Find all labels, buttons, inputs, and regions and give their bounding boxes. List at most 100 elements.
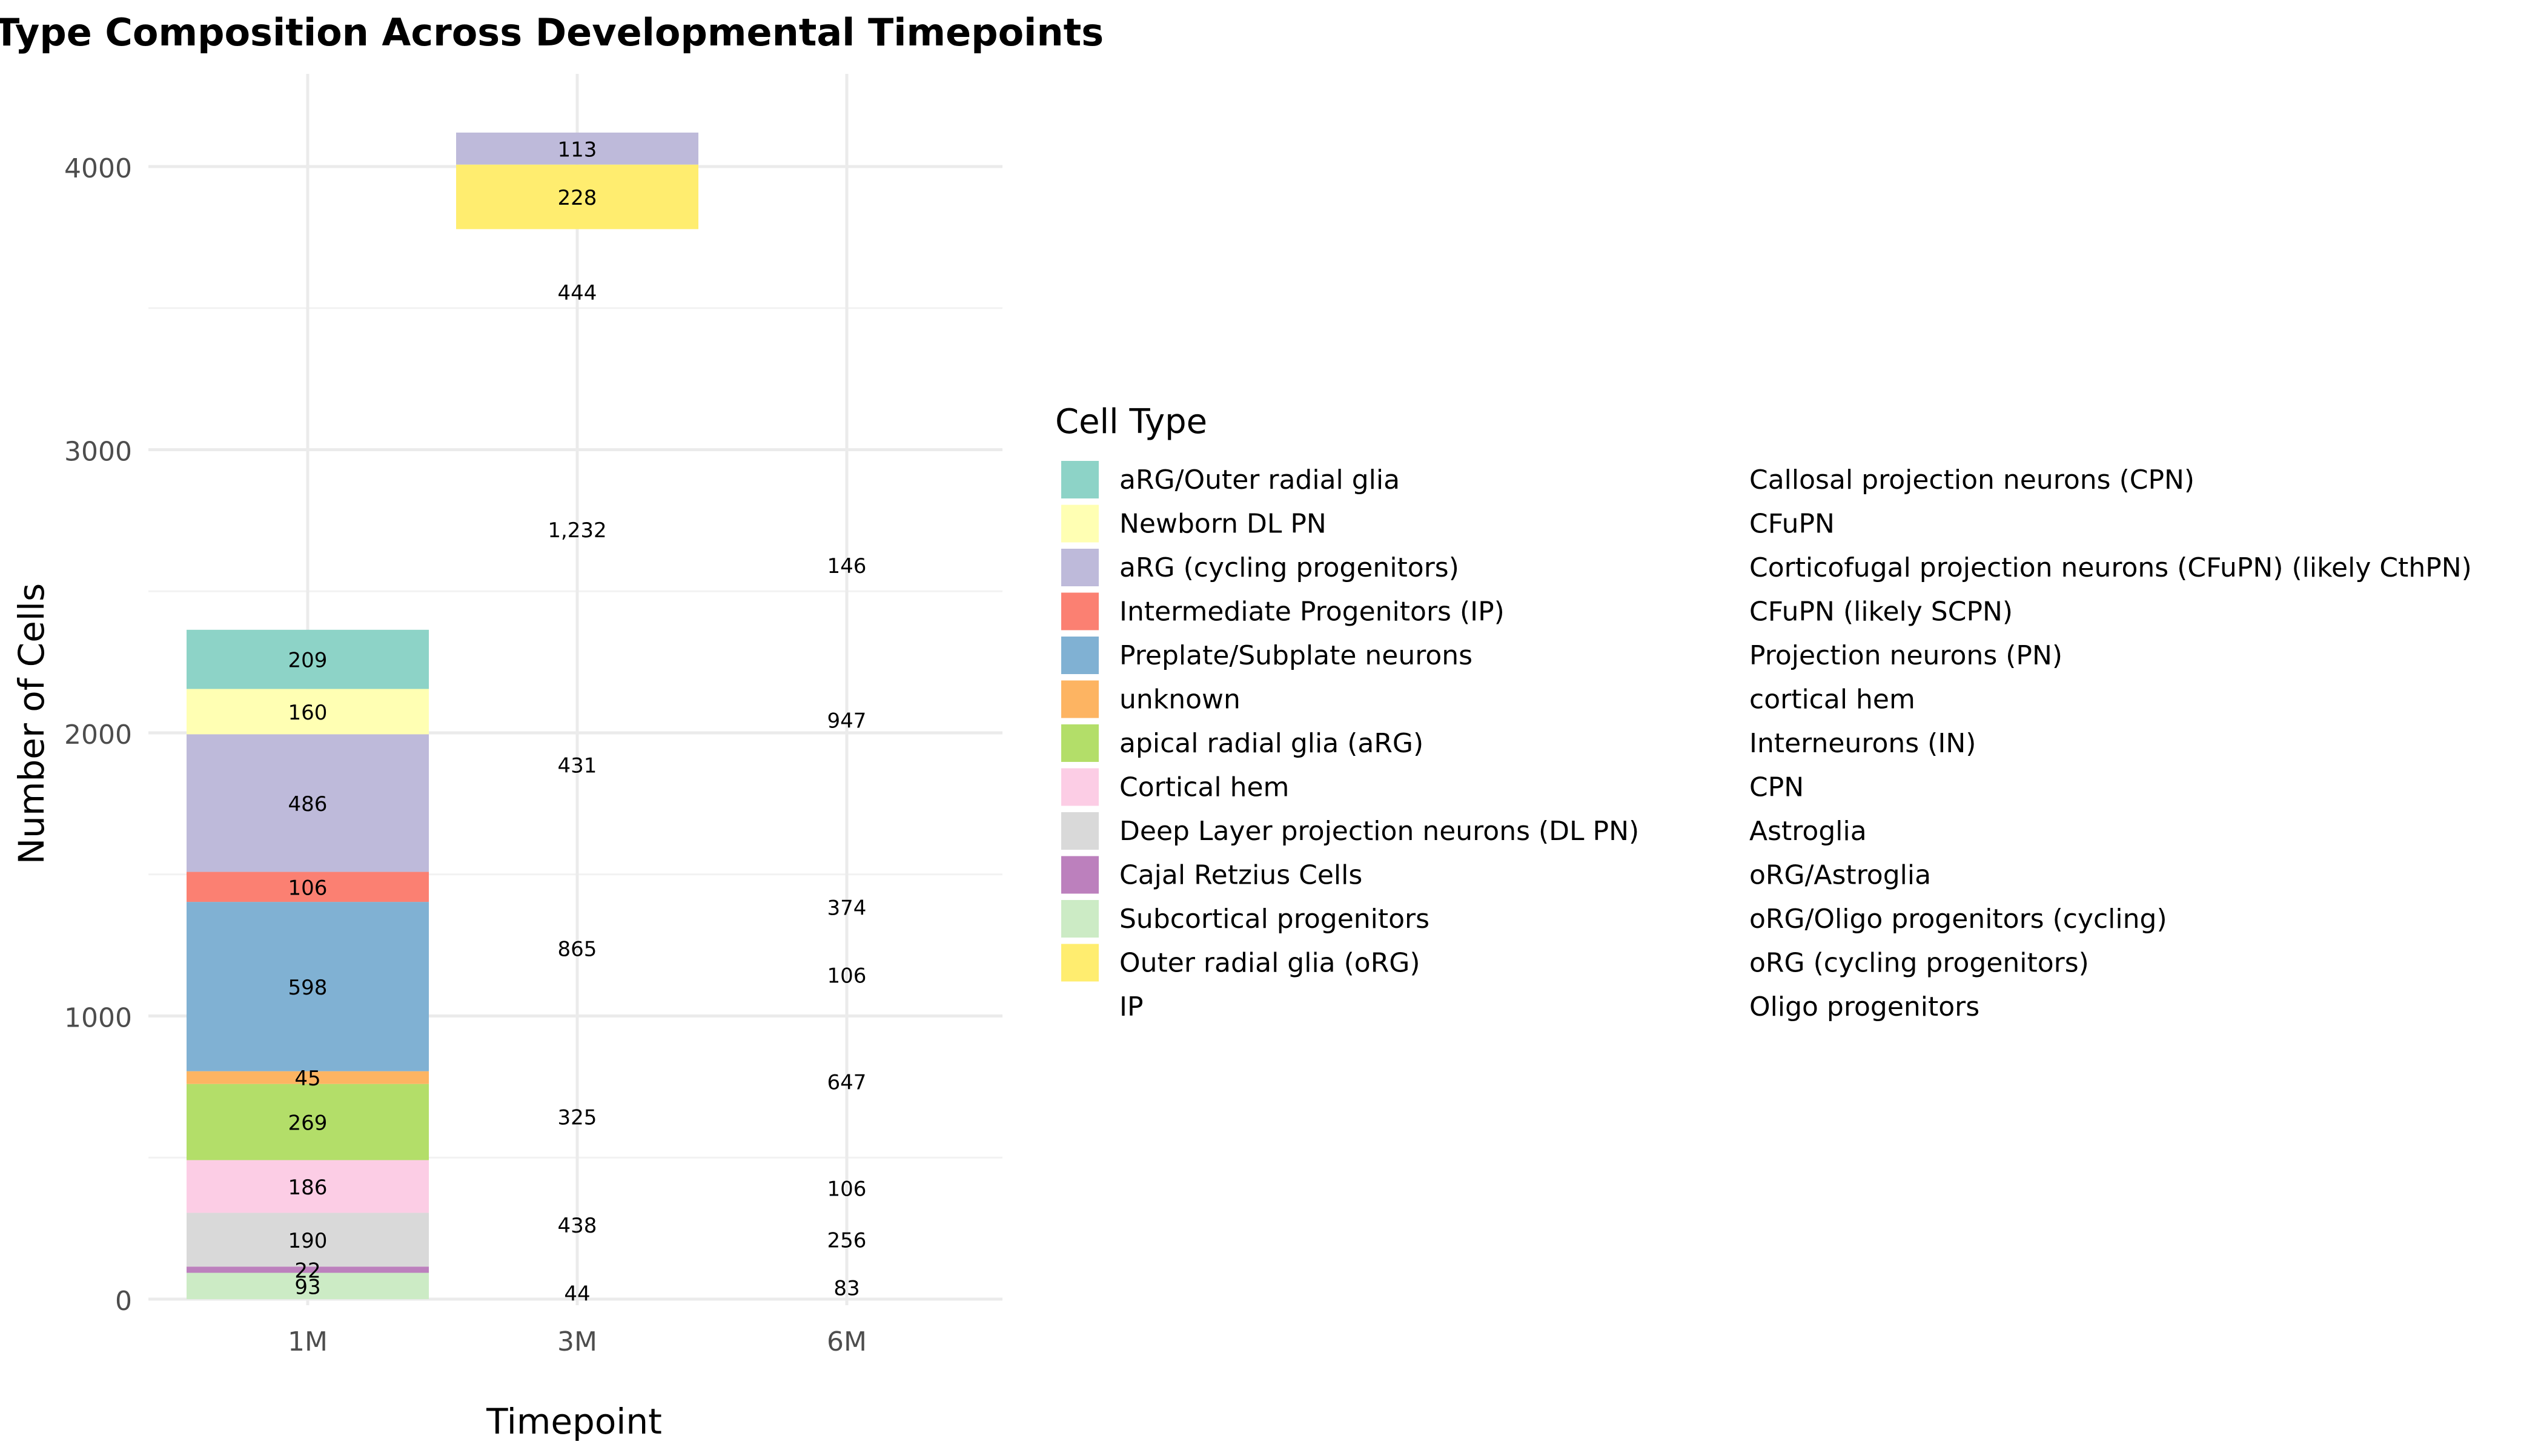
- legend-swatch: [1061, 680, 1099, 718]
- bar-value-label: 44: [564, 1282, 590, 1306]
- legend-swatch: [1061, 812, 1099, 850]
- x-tick-label: 3M: [557, 1326, 597, 1357]
- chart-title: Type Composition Across Developmental Ti…: [0, 10, 1104, 55]
- bar-stacks: [187, 132, 698, 1299]
- legend-item-label: aRG (cycling progenitors): [1119, 552, 1459, 583]
- legend-item-label: IP: [1119, 991, 1144, 1022]
- legend-item-label: oRG/Astroglia: [1749, 860, 1931, 891]
- legend-item-label: Corticofugal projection neurons (CFuPN) …: [1749, 552, 2472, 583]
- bar-stack-3M: [456, 132, 698, 230]
- bar-value-label: 93: [294, 1275, 320, 1299]
- bar-value-label: 45: [294, 1067, 320, 1091]
- legend-title: Cell Type: [1055, 402, 1207, 442]
- y-tick-label: 3000: [64, 437, 132, 468]
- legend-item-label: Subcortical progenitors: [1119, 904, 1429, 935]
- y-tick-label: 2000: [64, 720, 132, 750]
- bar-segment: [187, 1084, 429, 1160]
- y-tick-label: 0: [115, 1286, 132, 1317]
- legend-item-label: oRG (cycling progenitors): [1749, 948, 2089, 979]
- legend-swatch: [1061, 768, 1099, 806]
- bar-value-label: 438: [558, 1214, 597, 1238]
- legend-swatch: [1061, 592, 1099, 630]
- legend-item-label: CFuPN: [1749, 509, 1835, 540]
- legend-item-label: Oligo progenitors: [1749, 991, 1979, 1022]
- legend-item-label: aRG/Outer radial glia: [1119, 465, 1400, 495]
- bar-value-label: 647: [827, 1071, 867, 1095]
- bar-value-label: 113: [558, 137, 597, 162]
- legend-item-label: Cortical hem: [1119, 772, 1289, 803]
- bar-value-label: 431: [558, 754, 597, 778]
- legend-item-label: Deep Layer projection neurons (DL PN): [1119, 816, 1639, 847]
- bar-segment: [187, 629, 429, 689]
- legend-item-label: cortical hem: [1749, 684, 1915, 715]
- legend-swatch: [1061, 461, 1099, 498]
- x-axis: 1M 3M 6M: [288, 1326, 867, 1357]
- bar-segment: [187, 1160, 429, 1213]
- legend-item-label: Intermediate Progenitors (IP): [1119, 597, 1505, 627]
- bar-value-label: 22: [294, 1259, 320, 1283]
- bar-value-label: 865: [558, 938, 597, 962]
- bar-segment: [187, 689, 429, 735]
- legend-item-label: CPN: [1749, 772, 1804, 803]
- legend-swatch: [1061, 944, 1099, 982]
- legend-item-label: CFuPN (likely SCPN): [1749, 597, 2013, 627]
- bar-segment: [187, 1071, 429, 1084]
- legend-item-label: Preplate/Subplate neurons: [1119, 640, 1472, 671]
- bar-segment: [456, 132, 698, 165]
- bar-value-label: 160: [288, 701, 328, 725]
- bar-value-label: 106: [827, 964, 867, 988]
- bar-segment: [187, 872, 429, 902]
- bar-value-label: 228: [558, 186, 597, 210]
- bar-value-label: 1,232: [548, 518, 606, 543]
- y-axis: 0 1000 2000 3000 4000: [64, 153, 132, 1317]
- x-tick-label: 1M: [288, 1326, 328, 1357]
- legend-item-label: Outer radial glia (oRG): [1119, 948, 1420, 979]
- legend-item-label: Cajal Retzius Cells: [1119, 860, 1362, 891]
- bar-value-label: 106: [288, 876, 328, 900]
- bar-segment: [187, 1213, 429, 1267]
- bar-value-label: 486: [288, 792, 328, 816]
- bar-value-label: 83: [833, 1277, 860, 1301]
- legend-item-label: Astroglia: [1749, 816, 1867, 847]
- bar-segment: [187, 734, 429, 872]
- legend-swatch: [1061, 724, 1099, 762]
- x-axis-title: Timepoint: [486, 1401, 662, 1442]
- legend-item-label: oRG/Oligo progenitors (cycling): [1749, 904, 2167, 935]
- bar-value-label: 146: [827, 554, 867, 578]
- bar-value-label: 209: [288, 649, 328, 673]
- bar-stack-1M: [187, 629, 429, 1299]
- bar-value-label: 947: [827, 709, 867, 733]
- bar-segment: [187, 1266, 429, 1273]
- bar-value-label: 186: [288, 1176, 328, 1200]
- x-tick-label: 6M: [827, 1326, 867, 1357]
- legend-swatch: [1061, 549, 1099, 586]
- y-axis-title: Number of Cells: [11, 583, 52, 864]
- bar-value-label: 325: [558, 1106, 597, 1130]
- legend-swatch: [1061, 856, 1099, 894]
- bar-value-label: 444: [558, 281, 597, 305]
- legend-swatch: [1061, 505, 1099, 543]
- legend-swatch: [1061, 637, 1099, 674]
- legend-item-label: Callosal projection neurons (CPN): [1749, 465, 2195, 495]
- bar-segment: [187, 902, 429, 1071]
- legend-item-label: unknown: [1119, 684, 1241, 715]
- bar-segment: [187, 1272, 429, 1299]
- legend-item-label: Interneurons (IN): [1749, 728, 1976, 759]
- bar-value-label: 374: [827, 896, 867, 921]
- bar-segment: [456, 164, 698, 230]
- legend-swatch: [1061, 900, 1099, 938]
- bar-value-label: 106: [827, 1177, 867, 1202]
- legend-item-label: apical radial glia (aRG): [1119, 728, 1423, 759]
- bar-value-label: 269: [288, 1111, 328, 1136]
- bar-value-label: 598: [288, 976, 328, 1000]
- y-tick-label: 4000: [64, 153, 132, 184]
- legend: Cell Type aRG/Outer radial glia Newborn D…: [1055, 402, 2472, 1022]
- legend-item-label: Newborn DL PN: [1119, 509, 1327, 540]
- bar-value-label: 190: [288, 1229, 328, 1253]
- bar-value-label: 256: [827, 1228, 867, 1252]
- y-tick-label: 1000: [64, 1003, 132, 1034]
- legend-item-label: Projection neurons (PN): [1749, 640, 2062, 671]
